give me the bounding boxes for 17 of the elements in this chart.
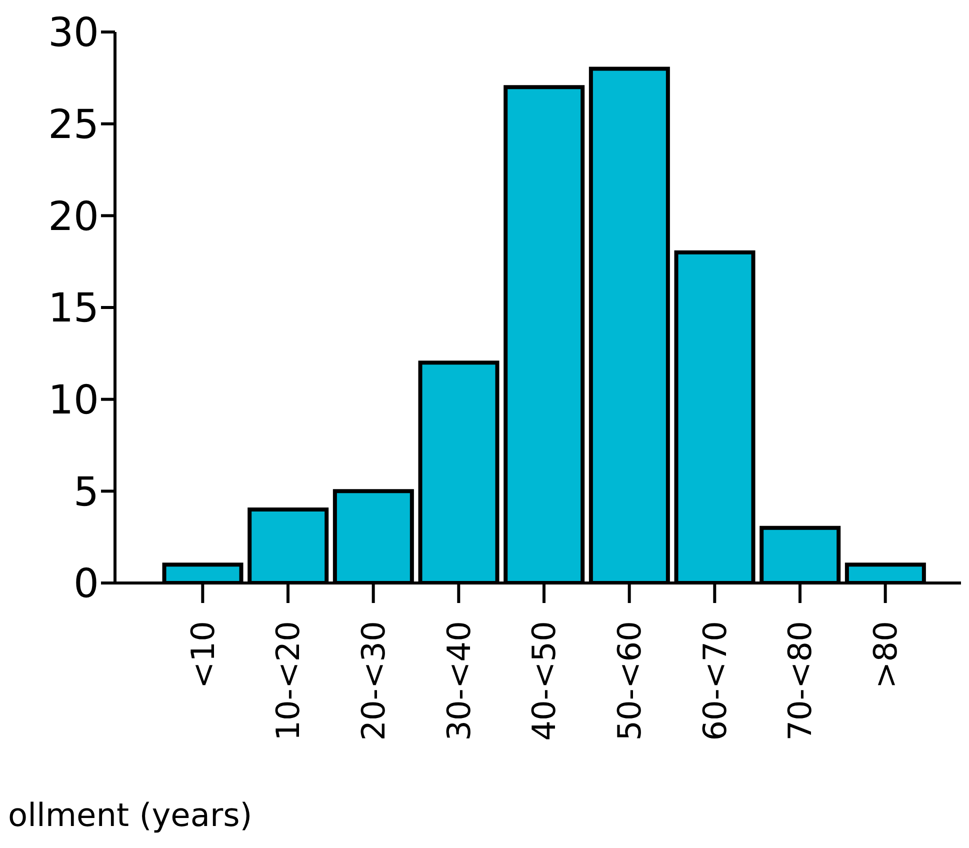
x-tick-label: 30-<40 — [440, 621, 478, 741]
x-axis-title: ollment (years) — [8, 796, 252, 834]
y-tick-label: 20 — [48, 194, 99, 240]
y-tick-label: 15 — [48, 286, 99, 332]
x-tick-label: >80 — [866, 621, 905, 689]
y-tick-label: 5 — [74, 469, 99, 516]
x-tick-label: 20-<30 — [354, 621, 393, 741]
x-tick-label: 10-<20 — [269, 621, 308, 741]
y-tick-label: 0 — [74, 561, 99, 608]
y-tick-label: 25 — [48, 102, 99, 148]
x-tick-label: 40-<50 — [525, 621, 564, 741]
x-tick-label: 60-<70 — [696, 621, 734, 741]
y-tick-label: 30 — [48, 10, 99, 56]
x-tick-label: 70-<80 — [781, 621, 820, 741]
x-tick-label: <10 — [184, 621, 222, 689]
x-tick-label: 50-<60 — [610, 621, 649, 741]
y-tick-label: 10 — [48, 378, 99, 424]
